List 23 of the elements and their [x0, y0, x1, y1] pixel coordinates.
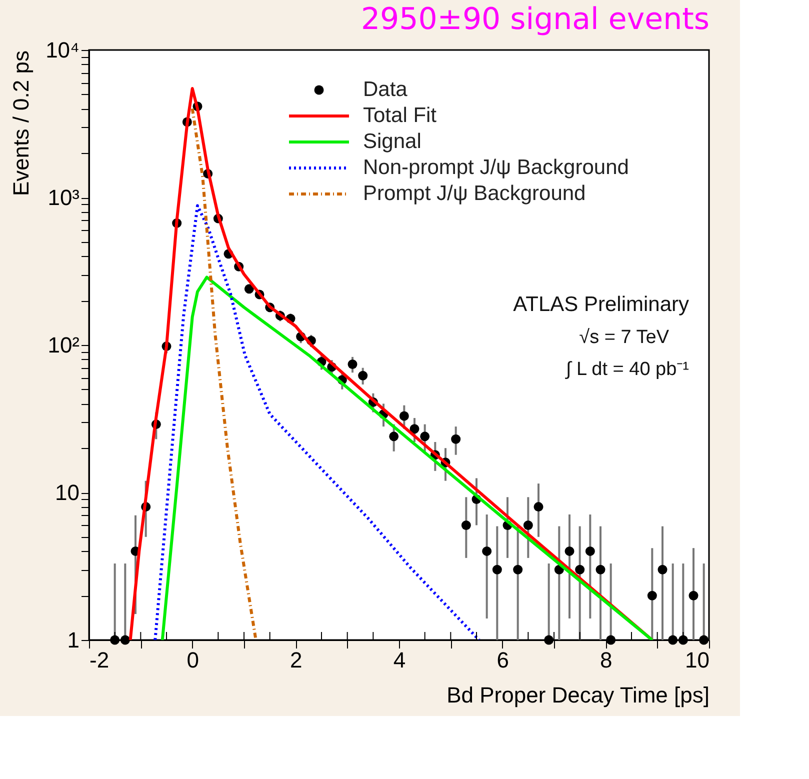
x-tick-label: 8: [600, 648, 612, 672]
annotation: √s = 7 TeV: [579, 327, 670, 348]
x-tick-label: -2: [90, 648, 110, 672]
legend-label: Non-prompt J/ψ Background: [363, 156, 629, 179]
x-tick-label: 4: [393, 648, 406, 672]
x-tick-label: 6: [496, 648, 509, 672]
legend-label: Signal: [363, 130, 422, 153]
legend-label: Total Fit: [363, 104, 437, 127]
y-tick-label: 10²: [48, 332, 80, 358]
x-tick-label: 0: [186, 648, 199, 672]
annotation: ∫ L dt = 40 pb⁻¹: [565, 359, 689, 380]
y-tick-label: 10: [55, 480, 80, 505]
x-axis-title: Bd Proper Decay Time [ps]: [446, 682, 710, 708]
annotation: ATLAS Preliminary: [513, 293, 690, 316]
y-tick-label: 10⁴: [46, 38, 80, 62]
chart-title: 2950±90 signal events: [360, 2, 710, 37]
legend-label: Data: [363, 78, 408, 101]
x-tick-label: 10: [685, 648, 710, 672]
y-axis-title: Events / 0.2 ps: [8, 50, 34, 196]
y-tick-label: 10³: [48, 185, 80, 210]
x-tick-label: 2: [290, 648, 302, 672]
y-tick-label: 1: [67, 628, 80, 652]
legend-label: Prompt J/ψ Background: [363, 182, 586, 205]
